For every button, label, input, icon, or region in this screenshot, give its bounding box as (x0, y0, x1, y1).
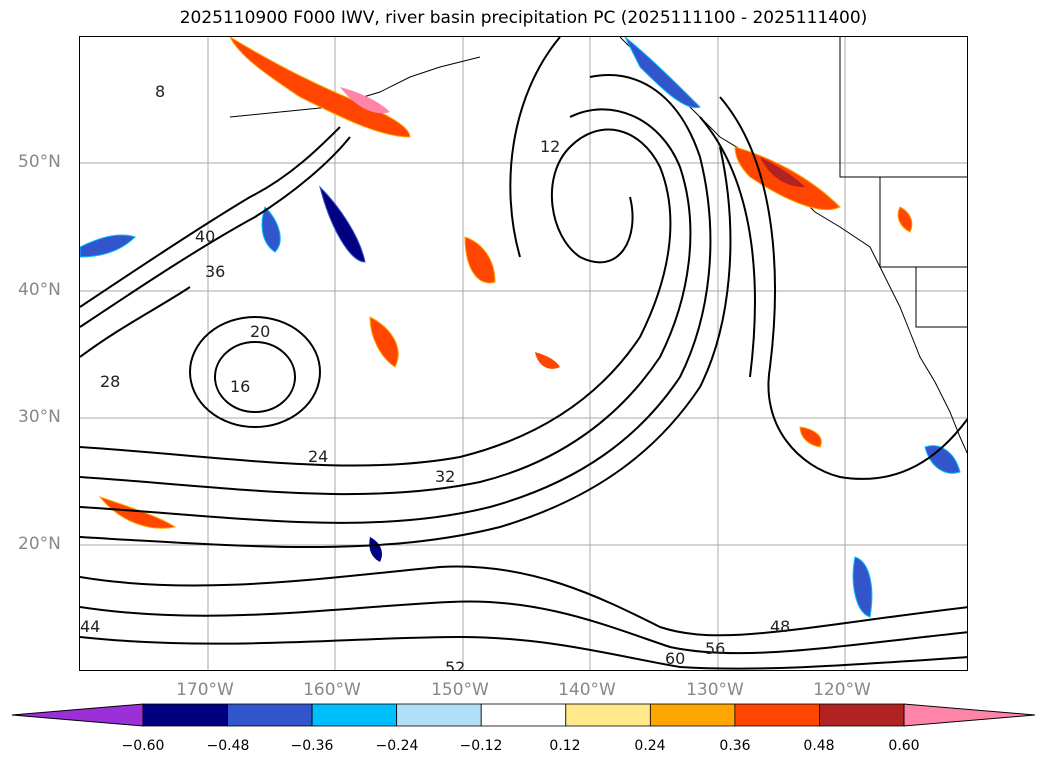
colorbar-tick: 0.36 (719, 738, 751, 754)
colorbar-segment (480, 703, 567, 727)
colorbar-tick: 0.24 (634, 738, 666, 754)
contour-label: 40 (195, 227, 215, 246)
colorbar (11, 703, 1036, 727)
lon-label: 130°W (686, 680, 744, 700)
iwv-contours (80, 37, 967, 670)
contour-label: 12 (540, 137, 560, 156)
contour-label: 36 (205, 262, 225, 281)
contour-labels: 8 12 16 20 24 28 32 36 40 44 48 52 56 60 (80, 82, 790, 671)
contour-label: 16 (230, 377, 250, 396)
colorbar-tick: −0.12 (459, 738, 503, 754)
contour-label: 28 (100, 372, 120, 391)
map-title: 2025110900 F000 IWV, river basin precipi… (179, 8, 868, 28)
colorbar-segment (227, 703, 313, 727)
colorbar-extend-high (903, 703, 1036, 727)
colorbar-segment (565, 703, 651, 727)
lon-label: 150°W (431, 680, 489, 700)
colorbar-tick: 0.48 (803, 738, 835, 754)
colorbar-tick: −0.36 (290, 738, 334, 754)
lon-label: 120°W (813, 680, 871, 700)
colorbar-extend-low (11, 703, 144, 727)
colorbar-tick: 0.12 (549, 738, 581, 754)
colorbar-tick: 0.60 (888, 738, 920, 754)
lat-label: 20°N (18, 534, 61, 554)
graticule (80, 37, 967, 670)
colorbar-tick: −0.48 (206, 738, 250, 754)
contour-label: 20 (250, 322, 270, 341)
colorbar-segments (11, 703, 1036, 727)
lon-label: 160°W (303, 680, 361, 700)
precip-shading (80, 37, 961, 618)
map-canvas: 8 12 16 20 24 28 32 36 40 44 48 52 56 60 (80, 37, 967, 671)
contour-label: 52 (445, 658, 465, 671)
colorbar-tick: −0.24 (375, 738, 419, 754)
colorbar-segment (311, 703, 398, 727)
colorbar-segment (819, 703, 905, 727)
colorbar-segment (649, 703, 736, 727)
lon-label: 140°W (558, 680, 616, 700)
colorbar-segment (734, 703, 820, 727)
contour-label: 48 (770, 617, 790, 636)
contour-label: 56 (705, 639, 725, 658)
colorbar-segment (142, 703, 228, 727)
colorbar-segment (396, 703, 482, 727)
colorbar-tick: −0.60 (121, 738, 165, 754)
map-panel: 8 12 16 20 24 28 32 36 40 44 48 52 56 60 (79, 36, 968, 671)
lat-label: 50°N (18, 152, 61, 172)
lon-label: 170°W (176, 680, 234, 700)
lat-label: 40°N (18, 280, 61, 300)
contour-label: 60 (665, 649, 685, 668)
contour-label: 24 (308, 447, 328, 466)
lat-label: 30°N (18, 407, 61, 427)
contour-label: 32 (435, 467, 455, 486)
contour-label: 8 (155, 82, 165, 101)
contour-label: 44 (80, 617, 100, 636)
